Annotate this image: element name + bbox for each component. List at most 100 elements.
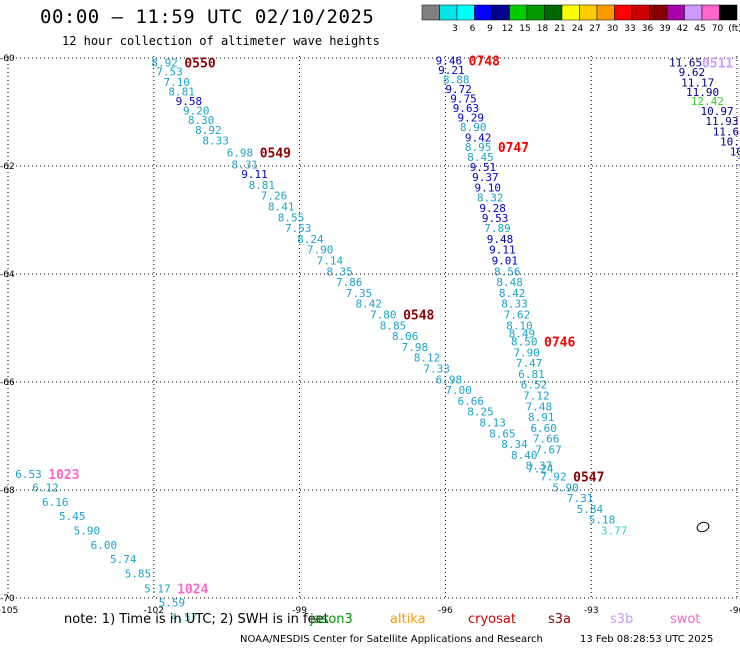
pass-time-label: 0748 [469, 55, 500, 70]
swh-value: 8.24 [297, 233, 324, 246]
swh-value: 7.98 [402, 341, 429, 354]
legend-label: 39 [659, 24, 671, 34]
swh-value: 7.48 [526, 400, 553, 413]
legend-label: 21 [554, 24, 565, 34]
swh-value: 7.33 [424, 363, 451, 376]
track-segment: 11.659.6211.1711.9012.4210.9711.9311.681… [669, 56, 740, 168]
swh-value: 9.10 [475, 182, 502, 195]
swh-value: 9.01 [492, 255, 519, 268]
lat-tick-label: -64 [0, 270, 15, 280]
swh-value: 8.42 [499, 287, 526, 300]
legend-label: 45 [694, 24, 705, 34]
lon-tick-label: -90 [730, 606, 740, 616]
swh-value: 6.81 [518, 368, 545, 381]
legend-swatch [544, 4, 563, 21]
swh-value: 8.35 [326, 265, 353, 278]
track-segment: 7.925.907.315.845.183.77 0547 [540, 471, 627, 538]
swh-value: 8.65 [489, 427, 516, 440]
legend-swatch [614, 4, 633, 21]
swh-value: 3.77 [601, 525, 628, 538]
swh-value: 8.31 [232, 158, 259, 171]
footer-credit: NOAA/NESDIS Center for Satellite Applica… [240, 634, 543, 645]
pass-time-label: 0511 [702, 56, 733, 71]
legend-label: 9 [487, 24, 493, 34]
swh-value: 8.41 [268, 201, 295, 214]
swh-value: 9.53 [482, 212, 509, 225]
legend-label: 42 [677, 24, 688, 34]
swh-value: 9.75 [450, 93, 477, 106]
legend-label: 36 [642, 24, 654, 34]
legend-swatch [701, 4, 720, 21]
track-segment: 6.988.319.118.817.268.418.557.538.247.90… [227, 147, 382, 311]
pass-time-label: 0548 [403, 309, 434, 324]
track-segment: 7.808.858.067.988.127.336.987.006.668.25… [370, 309, 554, 476]
swh-value: 9.58 [176, 95, 203, 108]
swh-value: 5.85 [125, 568, 152, 581]
swh-value: 8.50 [511, 336, 538, 349]
swh-value: 4.57 [171, 611, 198, 624]
lat-tick-label: -68 [0, 486, 15, 496]
legend-swatch [719, 4, 738, 21]
swh-value: 8.56 [494, 265, 521, 278]
swh-value: 7.12 [523, 390, 550, 403]
swh-value: 6.12 [32, 481, 59, 494]
swh-value: 9.20 [183, 104, 210, 117]
lon-tick-label: -96 [438, 606, 453, 616]
legend-label: 15 [519, 24, 530, 34]
swh-value: 9.62 [679, 66, 706, 79]
swh-value: 8.90 [460, 121, 487, 134]
swh-value: 5.45 [59, 510, 86, 523]
swh-value: 7.35 [346, 287, 373, 300]
legend-swatch [456, 4, 475, 21]
swh-value: 7.47 [516, 357, 543, 370]
swh-value: 8.12 [414, 352, 441, 365]
swh-value: 10.75 [720, 136, 740, 149]
lat-tick-label: -66 [0, 378, 15, 388]
swh-value: 5.18 [589, 514, 616, 527]
legend-label: 27 [589, 24, 600, 34]
swh-value: 11.17 [681, 76, 714, 89]
swh-value: 8.88 [443, 74, 470, 87]
island-outline [696, 521, 710, 533]
swh-value: 8.92 [195, 124, 222, 137]
swh-value: 9.21 [438, 64, 465, 77]
mission-label-s3a: s3a [548, 612, 572, 627]
track-segment: 5.175.59 4.57 1024 [144, 582, 208, 624]
swh-value: 6.60 [530, 422, 557, 435]
page-title: 00:00 – 11:59 UTC 02/10/2025 [40, 6, 375, 28]
legend-label: 24 [572, 24, 584, 34]
swh-value: 8.91 [528, 411, 555, 424]
pass-time-label: 0747 [498, 141, 529, 156]
mission-label-swot: swot [670, 612, 701, 627]
swh-value: 11.93 [705, 115, 738, 128]
lat-tick-label: -70 [0, 594, 15, 604]
swh-value: 9.37 [472, 171, 499, 184]
swh-value: 6.66 [458, 395, 485, 408]
legend-label: 12 [502, 24, 513, 34]
legend-swatch [684, 4, 703, 21]
swh-value: 9.29 [458, 111, 485, 124]
lat-lon-grid: -105 -102 -99 -96 -93 -90 -60 -62 -64 -66 -68 -70 [0, 54, 740, 616]
legend-label: 6 [470, 24, 476, 34]
track-segment: 8.958.459.519.379.108.329.289.537.899.48… [465, 141, 535, 340]
swh-value: 10.53 [730, 145, 740, 158]
swh-value: 8.81 [249, 179, 276, 192]
swh-value: 7.90 [307, 244, 334, 257]
swh-value: 7.53 [156, 66, 183, 79]
legend-swatch [526, 4, 545, 21]
swh-value: 8.45 [467, 151, 494, 164]
legend-label: (ft) [728, 24, 740, 34]
swh-value: 11.65 [669, 56, 702, 69]
swh-value: 8.81 [168, 85, 195, 98]
legend-swatch [649, 4, 668, 21]
swh-value: 8.32 [477, 191, 504, 204]
swh-value: 8.06 [392, 330, 419, 343]
swh-value: 6.16 [42, 496, 69, 509]
swh-value: 6.52 [521, 379, 548, 392]
swh-value: 8.40 [511, 449, 538, 462]
swh-value: 8.92 [151, 56, 178, 69]
legend-swatch [474, 4, 493, 21]
swh-value: 10.97 [701, 105, 734, 118]
swh-value: 7.31 [567, 492, 594, 505]
swh-value: 9.51 [470, 161, 497, 174]
